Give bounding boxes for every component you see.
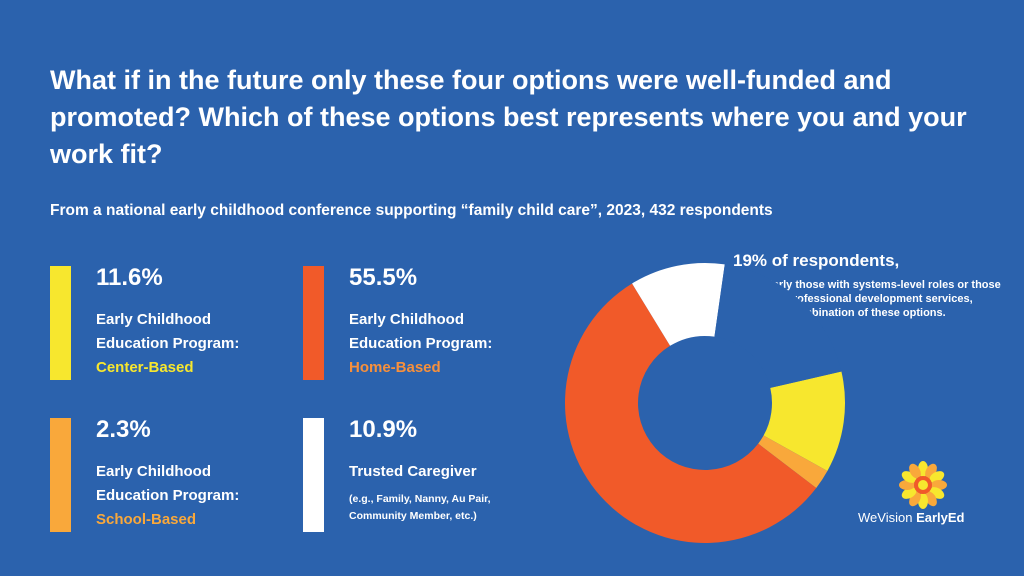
stat-highlight: Home-Based [349,359,441,376]
callout-headline: 19% of respondents, [733,251,900,270]
page-subtitle: From a national early childhood conferen… [50,202,773,219]
donut-chart [565,263,845,543]
stat-label-line1: Trusted Caregiver [349,463,477,480]
stat-label-line2: Education Program: [96,335,240,352]
donut-slice-school-based [758,435,828,489]
stat-label-line2: Education Program: [96,487,240,504]
brand-part2: EarlyEd [916,510,965,525]
stat-percentage: 55.5% [349,264,418,291]
donut-slice-trusted-caregiver [632,263,725,346]
stat-label-line2: Education Program: [349,335,493,352]
stat-note: (e.g., Family, Nanny, Au Pair, Community… [349,493,491,522]
stat-label-line1: Early Childhood [96,311,212,328]
color-bar [50,266,71,380]
color-bar [303,266,324,380]
donut-slice-combination [714,264,842,388]
stat-percentage: 11.6% [96,264,163,291]
donut-slice-home-based [565,283,817,543]
sun-flower-icon [899,461,947,509]
brand-logo: WeVision EarlyEd [858,460,988,530]
stat-highlight: School-Based [96,511,197,528]
brand-name: WeVision EarlyEd [858,510,964,525]
donut-slice-center-based [763,371,845,471]
page-title: What if in the future only these four op… [50,65,967,169]
stat-highlight: Center-Based [96,359,194,376]
stat-label-line1: Early Childhood [349,311,465,328]
brand-part1: WeVision [858,510,913,525]
stat-percentage: 10.9% [349,416,418,443]
stat-percentage: 2.3% [96,416,151,443]
color-bar [50,418,71,532]
stat-label-line1: Early Childhood [96,463,212,480]
color-bar [303,418,324,532]
